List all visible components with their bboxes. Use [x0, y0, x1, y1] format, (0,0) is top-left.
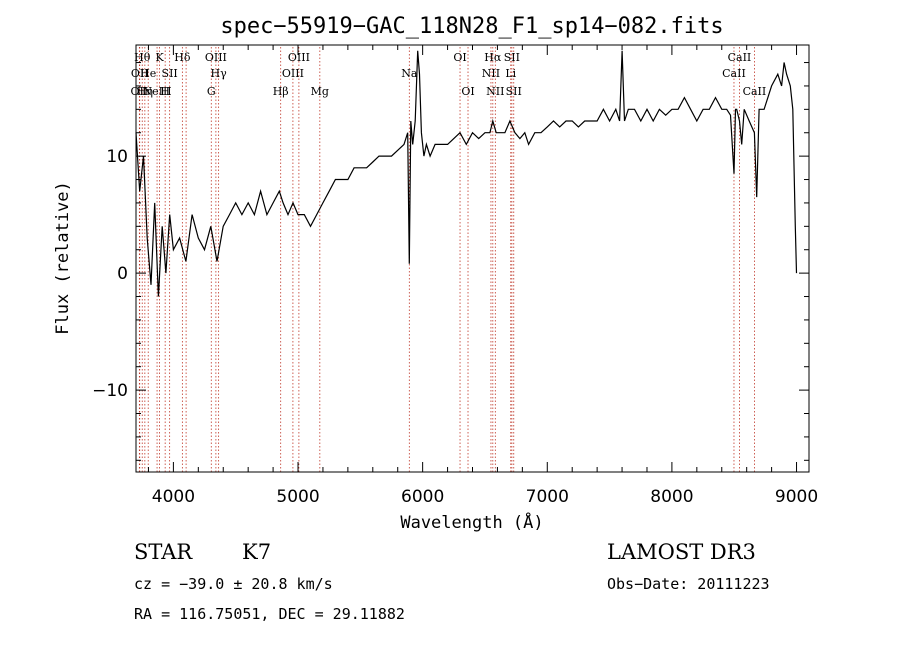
x-axis: 4000 5000 6000 7000 8000 9000 [147, 45, 818, 507]
line-label: OIII [205, 51, 227, 64]
line-label: CaII [722, 67, 746, 80]
line-label: SII [504, 51, 520, 64]
obs-date: Obs−Date: 20111223 [607, 575, 770, 593]
line-label: Hα [484, 51, 502, 64]
flux-series-line [135, 50, 798, 297]
line-label: Hβ [273, 85, 289, 98]
line-label: SII [506, 85, 522, 98]
line-label: OII [131, 85, 149, 98]
chart-title: spec−55919−GAC_118N28_F1_sp14−082.fits [220, 14, 723, 39]
line-label: OI [453, 51, 466, 64]
line-label: NII [482, 67, 500, 80]
line-label: OIII [282, 67, 304, 80]
line-label: OI [461, 85, 474, 98]
y-axis-label: Flux (relative) [53, 181, 73, 335]
x-tick-label: 9000 [775, 487, 818, 507]
line-label: CaII [743, 85, 767, 98]
line-label: SII [162, 67, 178, 80]
line-label: OII [131, 67, 149, 80]
redshift-cz: cz = −39.0 ± 20.8 km/s [134, 575, 333, 593]
y-tick-label: 0 [117, 264, 128, 284]
y-tick-label: 10 [106, 147, 128, 167]
x-tick-label: 8000 [650, 487, 693, 507]
spectral-line-labels: OII OII Hθ Hη He NeIII K H SII Hδ G OIII Hγ Hβ OIII OII… [131, 51, 767, 98]
line-label: He [140, 67, 156, 80]
line-label: Hη [137, 85, 153, 98]
y-tick-label: −10 [92, 381, 128, 401]
survey-name: LAMOST DR3 [607, 540, 756, 564]
object-class: STAR [134, 540, 193, 564]
object-subclass: K7 [242, 540, 272, 564]
line-label: OIII [288, 51, 310, 64]
x-axis-label: Wavelength (Å) [400, 511, 543, 533]
x-tick-label: 4000 [152, 487, 195, 507]
line-label: H [160, 85, 170, 98]
line-label: Hγ [211, 67, 228, 80]
line-label: Hδ [174, 51, 191, 64]
line-label: K [155, 51, 164, 64]
x-tick-label: 7000 [526, 487, 569, 507]
x-tick-label: 6000 [401, 487, 444, 507]
line-label: Mg [311, 85, 329, 98]
line-label: NII [486, 85, 504, 98]
line-label: Hθ [134, 51, 151, 64]
spectral-line-markers [138, 47, 755, 472]
x-tick-label: 5000 [276, 487, 319, 507]
line-label: Na [401, 67, 418, 80]
y-axis: 10 0 −10 [92, 62, 809, 461]
line-label: CaII [728, 51, 752, 64]
line-label: Li [505, 67, 516, 80]
ra-dec: RA = 116.75051, DEC = 29.11882 [134, 605, 405, 623]
line-label: G [207, 85, 216, 98]
line-label: NeIII [142, 85, 171, 98]
